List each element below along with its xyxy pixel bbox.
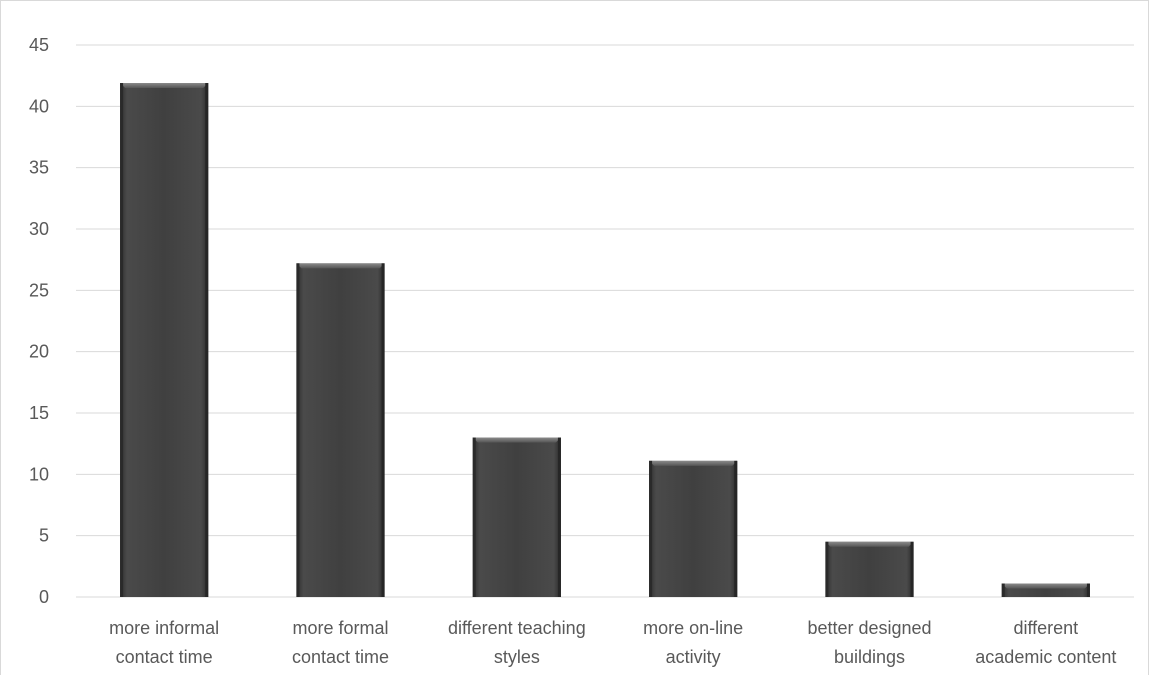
bar-bevel: [472, 437, 561, 443]
gridlines: [76, 44, 1134, 598]
y-tick-label: 30: [29, 219, 49, 239]
y-tick-label: 25: [29, 280, 49, 300]
bar-body: [296, 263, 385, 597]
bar-bevel: [1001, 583, 1090, 589]
x-category-label: different academic content: [975, 618, 1116, 667]
y-tick-label: 15: [29, 403, 49, 423]
y-tick-label: 40: [29, 96, 49, 116]
bar-edge-right: [910, 541, 914, 597]
x-category-label-line: more informal: [109, 618, 219, 638]
y-axis-tick-labels: 0 5 10 15 20 25 30 35 40 45: [29, 35, 49, 607]
bar: [296, 263, 385, 597]
x-category-label-line: different: [1013, 618, 1078, 638]
bar-edge-right: [1086, 583, 1090, 597]
bar-edge-left: [120, 83, 124, 597]
x-category-label-line: more on-line: [643, 618, 743, 638]
bar: [1001, 583, 1090, 597]
x-category-label: more formal contact time: [292, 618, 389, 667]
y-tick-label: 5: [39, 526, 49, 546]
bar-body: [649, 460, 738, 597]
bar-body: [120, 83, 209, 597]
x-category-label-line: contact time: [292, 647, 389, 667]
x-axis-category-labels: more informal contact time more formal cont…: [109, 618, 1116, 667]
bar: [472, 437, 561, 597]
bar-body: [825, 541, 914, 597]
bar: [120, 83, 209, 597]
x-category-label-line: more formal: [292, 618, 388, 638]
x-category-label-line: activity: [666, 647, 721, 667]
x-category-label-line: better designed: [807, 618, 931, 638]
bar-edge-right: [734, 460, 738, 597]
bar-edge-right: [557, 437, 561, 597]
bar: [825, 541, 914, 597]
x-category-label: different teaching styles: [448, 618, 586, 667]
y-tick-label: 0: [39, 587, 49, 607]
x-category-label-line: academic content: [975, 647, 1116, 667]
x-category-label: better designed buildings: [807, 618, 931, 667]
bar-edge-right: [205, 83, 209, 597]
bar-edge-left: [649, 460, 653, 597]
y-tick-label: 35: [29, 158, 49, 178]
y-tick-label: 20: [29, 342, 49, 362]
bar-body: [472, 437, 561, 597]
bar-edge-left: [1001, 583, 1005, 597]
y-tick-label: 45: [29, 35, 49, 55]
bars: [120, 83, 1090, 597]
bar-bevel: [120, 83, 209, 89]
x-category-label-line: different teaching: [448, 618, 586, 638]
bar-edge-right: [381, 263, 385, 597]
bar-edge-left: [825, 541, 829, 597]
x-category-label-line: buildings: [834, 647, 905, 667]
bar-bevel: [296, 263, 385, 269]
bar: [649, 460, 738, 597]
bar-bevel: [825, 541, 914, 547]
bar-bevel: [649, 460, 738, 466]
x-category-label-line: styles: [494, 647, 540, 667]
bar-edge-left: [472, 437, 476, 597]
y-tick-label: 10: [29, 464, 49, 484]
x-category-label-line: contact time: [116, 647, 213, 667]
x-category-label: more on-line activity: [643, 618, 743, 667]
bar-edge-left: [296, 263, 300, 597]
x-category-label: more informal contact time: [109, 618, 219, 667]
